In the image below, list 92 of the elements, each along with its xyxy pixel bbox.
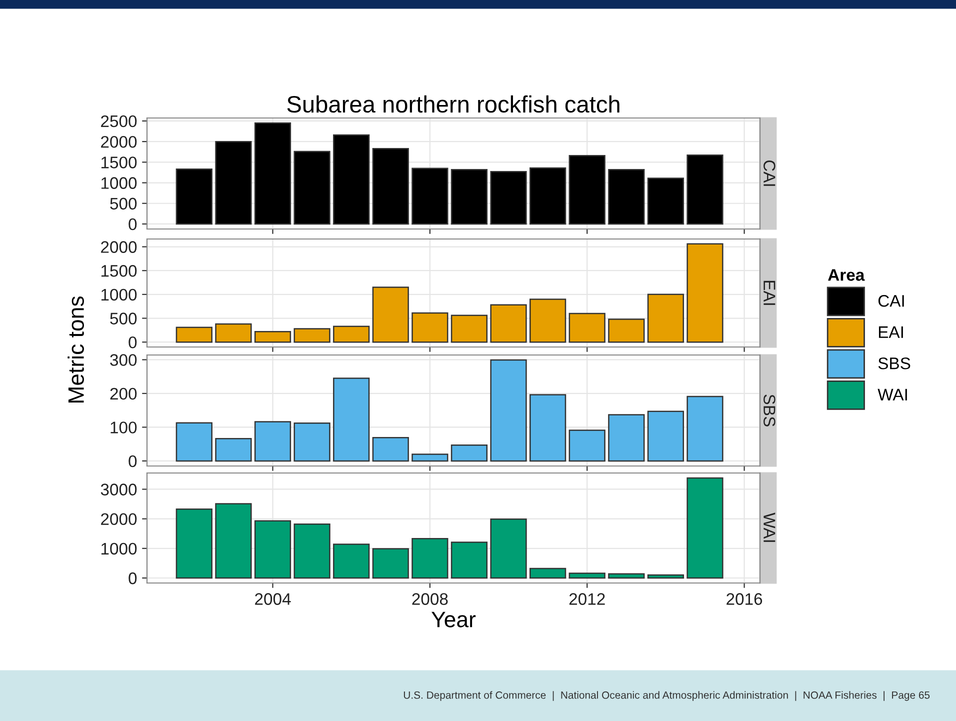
text: EAI [878,326,903,338]
bar [490,359,527,462]
x-tick-label: 2012 [569,593,605,605]
bar [412,312,448,343]
bar [568,154,606,225]
bar [254,421,292,462]
y-tick-label: 1500 [101,265,137,277]
bar [372,148,409,225]
bar [568,312,606,343]
bar [333,544,370,579]
y-tick-label: 200 [110,388,137,400]
y-tick-label: 3000 [100,484,137,496]
bar [647,574,684,579]
bar [215,140,252,225]
bar [530,298,566,343]
bar [568,430,606,462]
bar [608,414,645,462]
bar [294,150,330,225]
y-tick-label: 0 [128,218,137,230]
y-tick-label: 2000 [101,513,137,526]
bar [412,454,448,462]
bar [333,134,370,225]
bar [372,286,409,343]
bar [215,503,252,579]
bar [254,122,292,225]
bar [686,154,724,225]
bar [450,542,488,579]
bar [490,518,527,579]
y-tick-label: 1500 [101,156,137,168]
y-tick-label: 2000 [101,241,137,253]
bar [412,168,448,225]
text: WAI [878,388,907,400]
x-tick-label: 2004 [255,593,291,605]
bar [372,437,409,462]
y-tick-label: 1000 [101,177,137,189]
bar [530,394,566,462]
text: WAI [764,512,776,542]
bar [176,326,212,343]
y-tick-label: 2000 [101,136,137,148]
bar [333,378,370,462]
bar [176,168,212,225]
y-tick-label: 1000 [101,542,137,555]
bar [450,168,488,225]
x-tick-label: 2008 [412,593,448,605]
y-tick-label: 500 [110,198,137,210]
y-tick-label: 1000 [101,288,137,301]
bar [608,318,645,343]
bar [686,477,724,579]
bar [686,396,724,462]
y-tick-label: 0 [128,455,137,468]
bar [254,330,292,343]
bar [294,328,330,343]
x-axis-title: Year [432,612,476,628]
y-tick-label: 0 [128,336,137,348]
bar [568,572,606,579]
bar [450,314,488,343]
bar [647,178,684,225]
y-tick-label: 300 [110,354,137,366]
bar [333,326,370,343]
chart-title: Subarea northern rockfish catch [287,95,620,113]
bar [215,323,252,343]
bar [490,304,527,343]
bar [608,573,645,579]
bar [530,568,566,579]
bar [450,444,488,462]
bar [412,538,448,579]
text: SBS [878,358,910,370]
x-tick-label: 2016 [726,593,762,605]
text: EAI [764,280,776,305]
bar [686,243,724,343]
bar [254,520,292,579]
bar [176,508,212,579]
y-tick-label: 100 [110,422,137,434]
bar [647,410,684,462]
bar [294,422,330,462]
text: U.S. Department of Commerce | National Oceanic and Atmospheric Administration | NOAA Fisheries | Page 65 [404,691,930,701]
bar [608,168,645,225]
y-tick-label: 2500 [101,115,137,128]
y-tick-label: 0 [128,572,137,584]
y-axis-title: Metric tons [68,296,84,403]
bar [530,167,566,225]
bar [647,294,684,343]
bar [490,171,527,225]
legend-label: CAI [878,295,904,307]
bar [294,524,330,579]
legend-title: Area [828,269,865,281]
bar [372,548,409,579]
y-tick-label: 500 [110,312,137,324]
bar [176,422,212,462]
text: SBS [764,394,776,426]
text: CAI [764,160,776,186]
bar [215,438,252,462]
